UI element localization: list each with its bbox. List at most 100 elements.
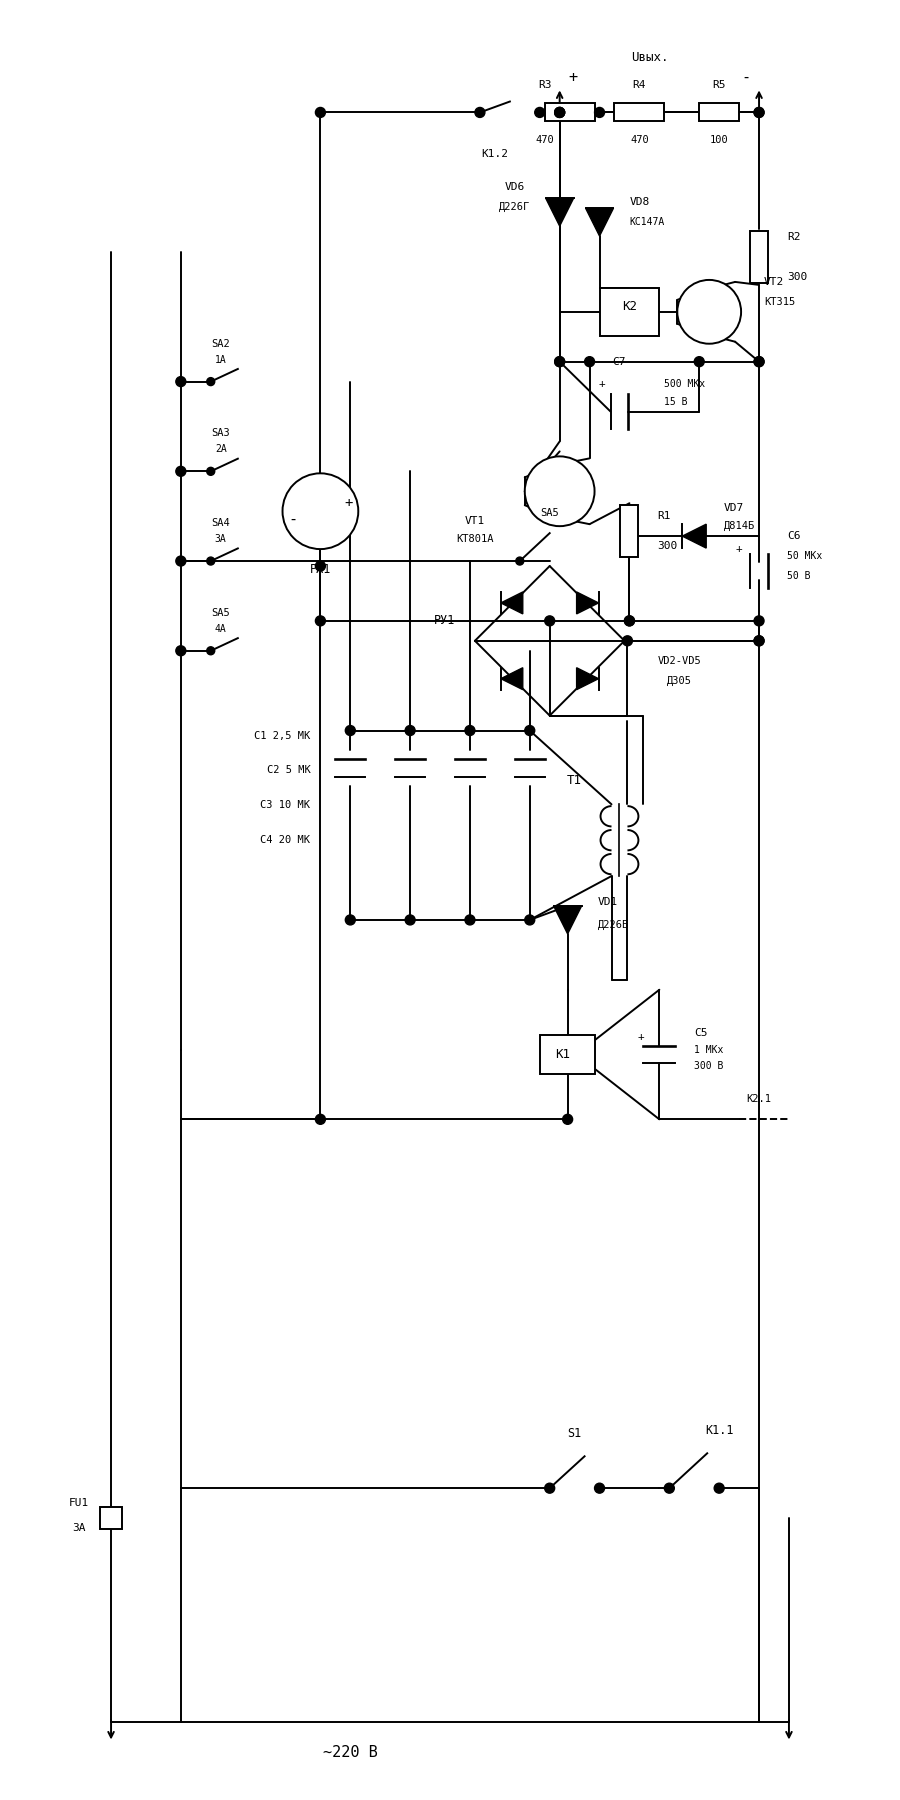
Circle shape [554,108,564,117]
Text: SA4: SA4 [212,518,230,527]
Circle shape [754,635,764,646]
Circle shape [754,356,764,367]
Text: 1А: 1А [215,355,227,365]
Text: 4А: 4А [215,625,227,634]
Text: VT1: VT1 [464,517,485,526]
Text: Uвых.: Uвых. [631,50,668,65]
Text: S1: S1 [568,1427,581,1440]
Text: SA5: SA5 [212,608,230,617]
Text: Д226Г: Д226Г [500,202,530,212]
Text: PУ1: PУ1 [435,614,455,628]
Circle shape [554,356,564,367]
Text: C1 2,5 МК: C1 2,5 МК [254,731,310,740]
Circle shape [475,108,485,117]
Polygon shape [500,592,523,614]
Circle shape [346,725,356,736]
Text: Д814Б: Д814Б [724,522,755,531]
Circle shape [562,1114,572,1125]
Bar [599,288,660,337]
Circle shape [465,914,475,925]
Circle shape [176,556,185,565]
Circle shape [664,1483,674,1494]
Circle shape [525,725,535,736]
Bar [615,103,664,121]
Polygon shape [554,905,581,934]
Bar [544,103,595,121]
Text: 300: 300 [657,542,678,551]
Circle shape [405,914,415,925]
Polygon shape [586,209,614,236]
Circle shape [207,468,215,475]
Bar [540,1035,595,1075]
Circle shape [465,725,475,736]
Text: SA2: SA2 [212,338,230,349]
Circle shape [554,108,564,117]
Text: +: + [735,544,742,554]
Circle shape [754,635,764,646]
Text: T1: T1 [567,774,582,787]
Text: VD1: VD1 [598,896,617,907]
Text: C2 5 МК: C2 5 МК [266,765,310,776]
Circle shape [207,556,215,565]
Text: K1: K1 [555,1048,571,1060]
Circle shape [754,356,764,367]
Circle shape [544,616,554,626]
Circle shape [516,556,524,565]
Circle shape [595,1483,605,1494]
Text: +: + [637,1031,644,1042]
Text: K1.2: K1.2 [482,149,508,160]
Text: 470: 470 [536,135,554,146]
Text: C7: C7 [613,356,626,367]
Circle shape [625,616,634,626]
Text: КТ801А: КТ801А [456,535,494,544]
Text: 1 МКх: 1 МКх [694,1044,724,1055]
Text: FU1: FU1 [69,1498,89,1508]
Circle shape [625,616,634,626]
Bar [620,506,638,556]
Text: 2А: 2А [215,445,227,454]
Circle shape [754,108,764,117]
Text: 300: 300 [787,272,807,283]
Text: C5: C5 [694,1028,707,1037]
Polygon shape [500,668,523,689]
Text: R4: R4 [633,79,646,90]
Circle shape [283,473,358,549]
Circle shape [207,378,215,385]
Circle shape [623,635,633,646]
Polygon shape [577,592,598,614]
Text: C6: C6 [787,531,800,542]
Text: 500 МКх: 500 МКх [664,378,706,389]
Text: C4 20 МК: C4 20 МК [260,835,310,846]
Bar [100,1507,122,1528]
Circle shape [535,108,544,117]
Circle shape [754,616,764,626]
Circle shape [554,108,564,117]
Circle shape [694,356,704,367]
Text: Д226Б: Д226Б [598,920,629,931]
Circle shape [754,108,764,117]
Circle shape [405,725,415,736]
Circle shape [678,281,741,344]
Circle shape [176,646,185,655]
Circle shape [525,457,595,526]
Text: 50 В: 50 В [787,571,811,581]
Circle shape [315,616,326,626]
Text: 470: 470 [630,135,649,146]
Text: 3А: 3А [72,1523,86,1534]
Text: VD6: VD6 [505,182,525,193]
Text: КТ315: КТ315 [764,297,796,306]
Text: R3: R3 [538,79,552,90]
Text: ~220 В: ~220 В [323,1744,378,1760]
Text: SA5: SA5 [540,508,559,518]
Text: VD8: VD8 [629,198,650,207]
Circle shape [207,646,215,655]
Text: VD2-VD5: VD2-VD5 [657,655,701,666]
Text: 100: 100 [710,135,728,146]
Text: K2.1: K2.1 [746,1094,771,1105]
Circle shape [315,562,326,571]
Text: K2: K2 [622,301,637,313]
Bar [750,230,768,283]
Text: K1.1: K1.1 [705,1424,734,1436]
Circle shape [715,1483,724,1494]
Circle shape [315,1114,326,1125]
